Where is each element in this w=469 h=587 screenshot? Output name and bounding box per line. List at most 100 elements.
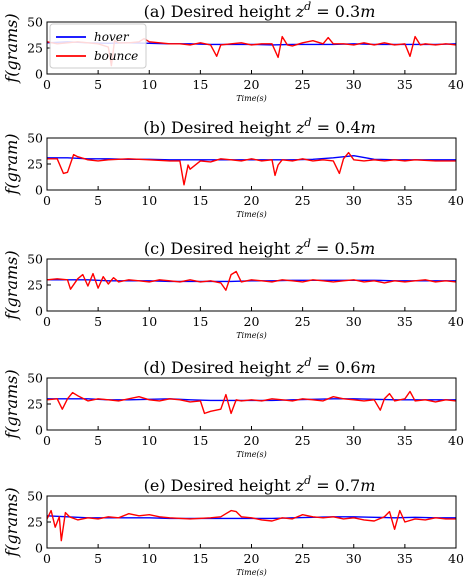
x-tick-label: 25: [295, 314, 311, 329]
y-tick-label: 25: [27, 157, 43, 172]
series-group: [47, 151, 456, 186]
y-tick-label: 50: [27, 131, 43, 146]
title-superscript: d: [304, 237, 311, 250]
title-superscript: d: [305, 116, 312, 129]
title-superscript: d: [305, 356, 312, 369]
plot-frame: [46, 258, 457, 312]
title-superscript: d: [304, 474, 311, 487]
y-tick-label: 25: [27, 397, 43, 412]
series-group: [47, 390, 456, 415]
x-tick-label: 35: [397, 433, 413, 448]
x-tick-label: 5: [94, 193, 102, 208]
plot-frame: [46, 377, 457, 431]
y-axis-label: f(grams): [2, 487, 21, 557]
series-group: [47, 270, 456, 291]
title-value: = 0.3: [311, 2, 360, 21]
x-tick-label: 30: [346, 433, 362, 448]
x-tick-label: 35: [397, 77, 413, 92]
x-tick-label: 40: [448, 193, 464, 208]
y-tick-label: 0: [35, 67, 43, 82]
title-prefix: (c) Desired height: [144, 239, 296, 258]
title-superscript: d: [304, 0, 311, 13]
y-tick-label: 50: [27, 371, 43, 386]
x-tick-label: 20: [244, 433, 260, 448]
legend-label-hover: hover: [94, 30, 130, 44]
y-tick-label: 0: [35, 423, 43, 438]
y-tick-label: 25: [27, 515, 43, 530]
title-unit: m: [360, 476, 375, 495]
x-tick-label: 25: [295, 551, 311, 566]
y-tick-label: 25: [27, 278, 43, 293]
title-prefix: (a) Desired height: [144, 2, 296, 21]
x-tick-label: 40: [448, 77, 464, 92]
y-axis-label: f(gram): [2, 133, 21, 195]
x-tick-label: 30: [346, 77, 362, 92]
x-tick-label: 30: [346, 193, 362, 208]
subplot-title: (e) Desired height zd = 0.7m: [144, 474, 376, 495]
title-value: = 0.5: [311, 239, 360, 258]
title-unit: m: [361, 118, 376, 137]
legend: hover bounce: [49, 23, 147, 69]
title-unit: m: [361, 358, 376, 377]
title-value: = 0.4: [312, 118, 361, 137]
y-tick-label: 50: [27, 252, 43, 267]
x-tick-label: 15: [192, 193, 208, 208]
plot-frame: [46, 495, 457, 549]
plot-frame: [46, 137, 457, 191]
y-axis-label: f(grams): [2, 369, 21, 439]
x-tick-label: 30: [346, 314, 362, 329]
x-axis-label: Time(s): [236, 210, 267, 219]
x-tick-label: 15: [192, 551, 208, 566]
x-tick-label: 10: [141, 77, 157, 92]
x-tick-label: 20: [244, 314, 260, 329]
x-axis-label: Time(s): [236, 94, 267, 103]
title-prefix: (d) Desired height: [143, 358, 296, 377]
subplot-3: (c) Desired height zd = 0.5m 0 5 10 15 20 25 30…: [2, 237, 464, 340]
x-tick-label: 35: [397, 551, 413, 566]
x-tick-label: 10: [141, 551, 157, 566]
x-axis-label: Time(s): [236, 450, 267, 459]
x-tick-label: 15: [192, 77, 208, 92]
x-tick-label: 15: [192, 314, 208, 329]
y-tick-label: 0: [35, 183, 43, 198]
x-tick-label: 40: [448, 314, 464, 329]
x-tick-label: 0: [43, 314, 51, 329]
x-tick-label: 0: [43, 77, 51, 92]
x-tick-label: 30: [346, 551, 362, 566]
x-tick-label: 25: [295, 433, 311, 448]
x-tick-label: 35: [397, 314, 413, 329]
x-tick-label: 35: [397, 193, 413, 208]
series-line-bounce: [47, 270, 456, 291]
x-tick-label: 10: [141, 314, 157, 329]
title-unit: m: [360, 239, 375, 258]
x-tick-label: 25: [295, 77, 311, 92]
legend-box: [49, 23, 147, 69]
subplot-4: (d) Desired height zd = 0.6m 0 5 10 15 20 25 30…: [2, 356, 464, 459]
x-tick-label: 10: [141, 193, 157, 208]
title-prefix: (b) Desired height: [143, 118, 296, 137]
x-tick-label: 25: [295, 193, 311, 208]
y-tick-label: 25: [27, 41, 43, 56]
title-variable: z: [295, 476, 305, 495]
subplot-2: (b) Desired height zd = 0.4m 0 5 10 15 20 25 30…: [2, 116, 464, 219]
subplot-5: (e) Desired height zd = 0.7m 0 5 10 15 20 25 30…: [2, 474, 464, 577]
subplot-1: (a) Desired height zd = 0.3m 0 5 10 15 20 25 30…: [2, 0, 464, 103]
series-line-bounce: [47, 151, 456, 186]
x-tick-label: 0: [43, 551, 51, 566]
y-tick-label: 50: [27, 15, 43, 30]
x-tick-label: 20: [244, 77, 260, 92]
y-tick-label: 0: [35, 541, 43, 556]
y-axis-label: f(grams): [2, 250, 21, 320]
title-unit: m: [360, 2, 375, 21]
x-tick-label: 0: [43, 433, 51, 448]
x-tick-label: 5: [94, 314, 102, 329]
subplot-title: (c) Desired height zd = 0.5m: [144, 237, 375, 258]
subplot-title: (b) Desired height zd = 0.4m: [143, 116, 376, 137]
x-tick-label: 5: [94, 551, 102, 566]
y-tick-label: 50: [27, 489, 43, 504]
x-tick-label: 10: [141, 433, 157, 448]
x-tick-label: 20: [244, 193, 260, 208]
series-line-hover: [47, 279, 456, 283]
y-tick-label: 0: [35, 304, 43, 319]
